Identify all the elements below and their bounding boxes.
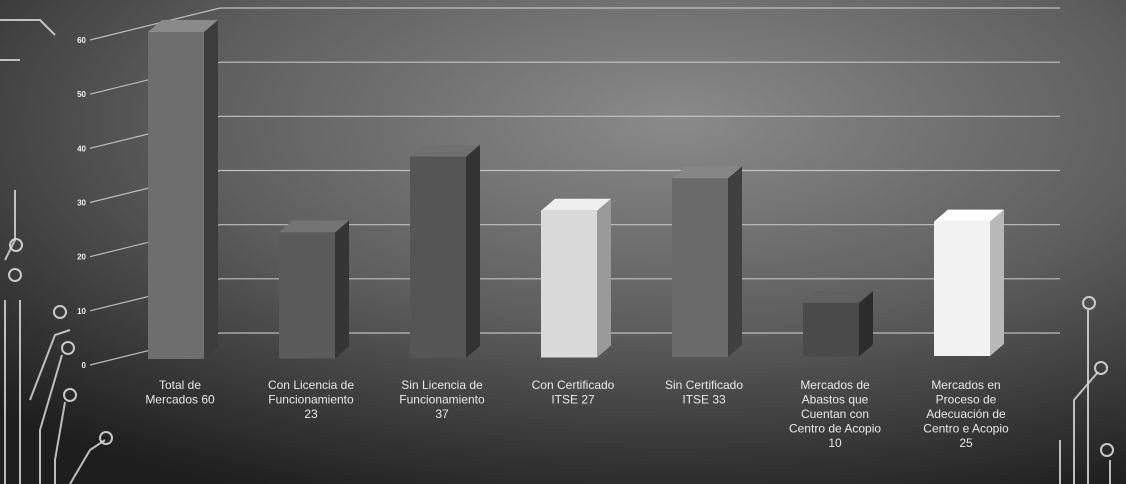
circuit-trace [0,19,56,36]
x-tick-label-line: 37 [435,407,449,421]
x-tick-label-line: 25 [959,436,973,450]
bar-front [410,156,466,358]
gridline-diagonal [89,7,221,41]
circuit-node [8,268,22,282]
bar-front [672,178,728,357]
x-tick-label-line: ITSE 33 [682,393,726,407]
circuit-node [1082,296,1096,310]
x-tick-label-line: Abastos que [802,393,869,407]
bar-7 [934,209,1004,356]
x-tick-label: Con Licencia de Funcionamiento 23 [268,378,354,421]
bar-top [410,144,480,157]
circuit-node [53,305,67,319]
bar-top [541,198,611,211]
x-tick-label-line: Adecuación de [926,407,1006,421]
x-tick-label: Mercados de Abastos que Cuentan con Centro … [789,378,881,450]
bar-side [597,198,611,358]
y-tick-label: 20 [77,253,86,262]
bars [148,20,1004,359]
y-axis-ticks: 0 10 20 30 40 50 60 [77,36,86,370]
x-tick-label-line: Sin Certificado [665,378,743,392]
circuit-trace [39,354,63,484]
bar-1 [148,20,218,359]
bar-side [859,290,873,357]
bar-front [148,32,204,359]
bar-5 [672,166,742,357]
bar-4 [541,198,611,358]
x-tick-label: Total de Mercados 60 [145,378,215,407]
circuit-node [63,388,77,402]
bar-top [148,20,218,32]
x-tick-label-line: Cuentan con [801,407,869,421]
circuit-node [1100,443,1114,457]
bar-top [934,209,1004,222]
x-tick-label-line: Con Licencia de [268,378,354,392]
x-tick-label-line: Funcionamiento [399,393,485,407]
y-tick-label: 40 [77,144,86,153]
bar-front [279,232,335,359]
circuit-decoration [0,19,1114,484]
x-tick-label: Sin Certificado ITSE 33 [665,378,743,407]
bar-6 [803,290,873,357]
x-tick-label-line: 10 [828,436,842,450]
bar-front [541,210,597,358]
bar-side [466,144,480,358]
circuit-trace [1073,371,1099,484]
y-tick-label: 0 [82,361,87,370]
circuit-trace [54,401,66,484]
bar-top [803,290,873,303]
x-tick-label-line: Sin Licencia de [401,378,483,392]
circuit-node [9,238,23,252]
circuit-node [61,341,75,355]
bar-3 [410,144,480,358]
x-tick-label: Con Certificado ITSE 27 [532,378,615,407]
bar-2 [279,220,349,359]
x-tick-label-line: Mercados de [800,378,870,392]
bar-side [335,220,349,359]
bar-top [279,220,349,233]
y-tick-label: 10 [77,307,86,316]
x-tick-label-line: Con Certificado [532,378,615,392]
bar-side [990,209,1004,356]
circuit-node [99,431,113,445]
x-tick-label-line: Total de [159,378,201,392]
x-tick-label-line: 23 [304,407,318,421]
x-tick-label-line: ITSE 27 [551,393,595,407]
circuit-node [1094,361,1108,375]
x-tick-label-line: Proceso de [936,393,997,407]
x-tick-label-line: Centro e Acopio [923,422,1009,436]
bar-front [934,221,990,356]
circuit-trace [29,329,71,401]
x-tick-label: Mercados en Proceso de Adecuación de Centro… [923,378,1009,450]
bar-side [728,166,742,357]
x-tick-label-line: Funcionamiento [268,393,354,407]
y-tick-label: 50 [77,90,86,99]
x-tick-label-line: Mercados en [931,378,1000,392]
x-tick-label: Sin Licencia de Funcionamiento 37 [399,378,485,421]
y-tick-label: 60 [77,36,86,45]
bar-front [803,302,859,357]
y-tick-label: 30 [77,199,86,208]
bar-side [204,20,218,359]
circuit-trace [69,439,106,484]
x-tick-label-line: Mercados 60 [145,393,215,407]
x-tick-label-line: Centro de Acopio [789,422,881,436]
bar-top [672,166,742,179]
